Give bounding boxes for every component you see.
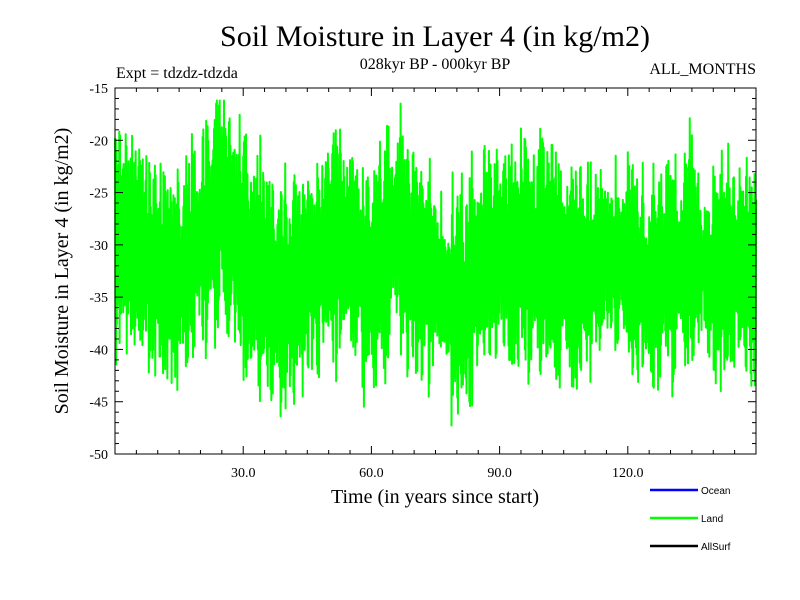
legend-label-allsurf: AllSurf — [701, 542, 731, 553]
y-tick-label: -30 — [89, 239, 108, 254]
expt-label: Expt = tdzdz-tdzda — [116, 65, 238, 82]
series-layer — [114, 99, 757, 427]
legend: Ocean Land AllSurf — [650, 486, 731, 553]
chart-subtitle: 028kyr BP - 000kyr BP — [360, 56, 511, 73]
y-tick-label: -15 — [89, 82, 108, 97]
y-tick-label: -50 — [89, 448, 108, 463]
x-tick-label: 90.0 — [487, 466, 512, 481]
y-tick-label: -35 — [89, 291, 108, 306]
legend-label-land: Land — [701, 514, 723, 525]
x-tick-label: 120.0 — [612, 466, 644, 481]
x-axis-title: Time (in years since start) — [331, 486, 539, 508]
x-tick-label: 60.0 — [359, 466, 384, 481]
y-axis: -15 -20 -25 -30 -35 -40 -45 -50 — [89, 82, 756, 463]
y-tick-label: -45 — [89, 396, 108, 411]
y-tick-label: -20 — [89, 134, 108, 149]
x-tick-label: 30.0 — [231, 466, 256, 481]
y-axis-title: Soil Moisture in Layer 4 (in kg/m2) — [51, 128, 73, 415]
months-label: ALL_MONTHS — [649, 61, 756, 78]
y-tick-label: -25 — [89, 187, 108, 202]
chart-title: Soil Moisture in Layer 4 (in kg/m2) — [220, 20, 650, 53]
y-tick-label: -40 — [89, 343, 108, 358]
x-axis: 30.0 60.0 90.0 120.0 — [135, 88, 736, 481]
series-line-land — [114, 99, 757, 427]
legend-label-ocean: Ocean — [701, 486, 730, 497]
